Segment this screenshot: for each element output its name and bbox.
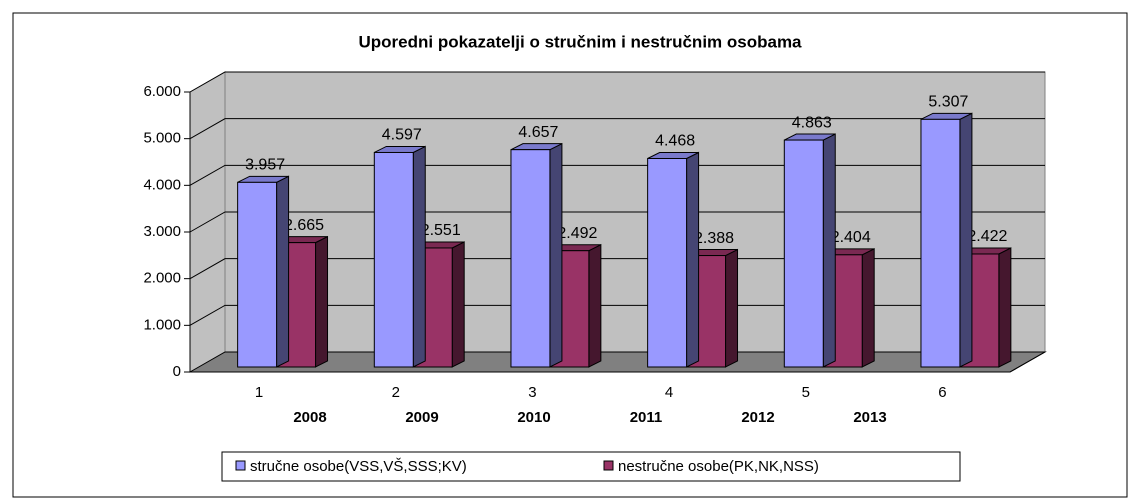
bar-side	[959, 112, 973, 368]
data-label: 3.957	[245, 157, 285, 174]
grid-line	[189, 118, 1045, 140]
x-tick-label: 4	[665, 384, 673, 401]
year-label: 2012	[741, 409, 774, 426]
bar-side	[451, 241, 465, 368]
y-tick-label: 6.000	[143, 83, 181, 100]
bar-side	[315, 235, 329, 368]
year-label: 2013	[853, 409, 886, 426]
year-label: 2010	[517, 409, 550, 426]
bar-side	[549, 142, 563, 368]
data-label: 4.468	[655, 133, 695, 150]
grid-line	[189, 258, 1045, 280]
data-label: 4.863	[792, 114, 832, 131]
x-axis-depth	[1009, 351, 1046, 373]
legend-box	[221, 451, 961, 482]
bar-front	[510, 149, 551, 368]
legend-swatch	[235, 460, 246, 471]
data-label: 4.657	[518, 124, 558, 141]
bar-side	[998, 247, 1012, 368]
grid-line	[189, 71, 1045, 93]
bar-front	[920, 118, 961, 368]
bar-front	[373, 151, 414, 368]
year-label: 2011	[630, 409, 663, 426]
bar-front	[783, 139, 824, 368]
grid-line	[189, 164, 1045, 186]
bar-side	[276, 175, 290, 368]
data-label: 2.665	[284, 217, 324, 234]
legend-label: nestručne osobe(PK,NK,NSS)	[618, 458, 819, 475]
y-tick-label: 5.000	[143, 130, 181, 147]
x-tick-label: 3	[528, 384, 536, 401]
bar	[783, 133, 836, 368]
bar	[373, 145, 426, 368]
data-label: 4.597	[382, 127, 422, 144]
x-tick-label: 6	[938, 384, 946, 401]
data-label: 2.404	[831, 229, 871, 246]
grid-line	[189, 304, 1045, 326]
bar	[510, 142, 563, 368]
x-tick-label: 5	[802, 384, 810, 401]
bar-front	[237, 181, 278, 368]
bar-side	[412, 145, 426, 368]
bar-side	[861, 248, 875, 368]
data-label: 2.492	[557, 225, 597, 242]
data-label: 5.307	[928, 94, 968, 111]
bar-front	[647, 157, 688, 368]
y-tick-label: 3.000	[143, 223, 181, 240]
y-tick-label: 4.000	[143, 176, 181, 193]
year-label: 2008	[293, 409, 326, 426]
bar	[647, 151, 700, 368]
bar-side	[686, 151, 700, 368]
bar	[237, 175, 290, 368]
bar-side	[822, 133, 836, 368]
x-tick-label: 1	[255, 384, 263, 401]
y-tick-label: 1.000	[143, 316, 181, 333]
data-label: 2.422	[967, 228, 1007, 245]
bar-side	[725, 248, 739, 368]
legend-swatch	[603, 460, 614, 471]
chart-title: Uporedni pokazatelji o stručnim i nestru…	[358, 32, 802, 51]
y-tick-label: 0	[173, 363, 181, 380]
x-tick-label: 2	[392, 384, 400, 401]
data-label: 2.551	[421, 222, 461, 239]
grid-line	[189, 211, 1045, 233]
year-label: 2009	[405, 409, 438, 426]
y-tick-label: 2.000	[143, 270, 181, 287]
bar	[920, 112, 973, 368]
bar-side	[588, 243, 602, 368]
legend-label: stručne osobe(VSS,VŠ,SSS;KV)	[250, 458, 467, 475]
data-label: 2.388	[694, 230, 734, 247]
